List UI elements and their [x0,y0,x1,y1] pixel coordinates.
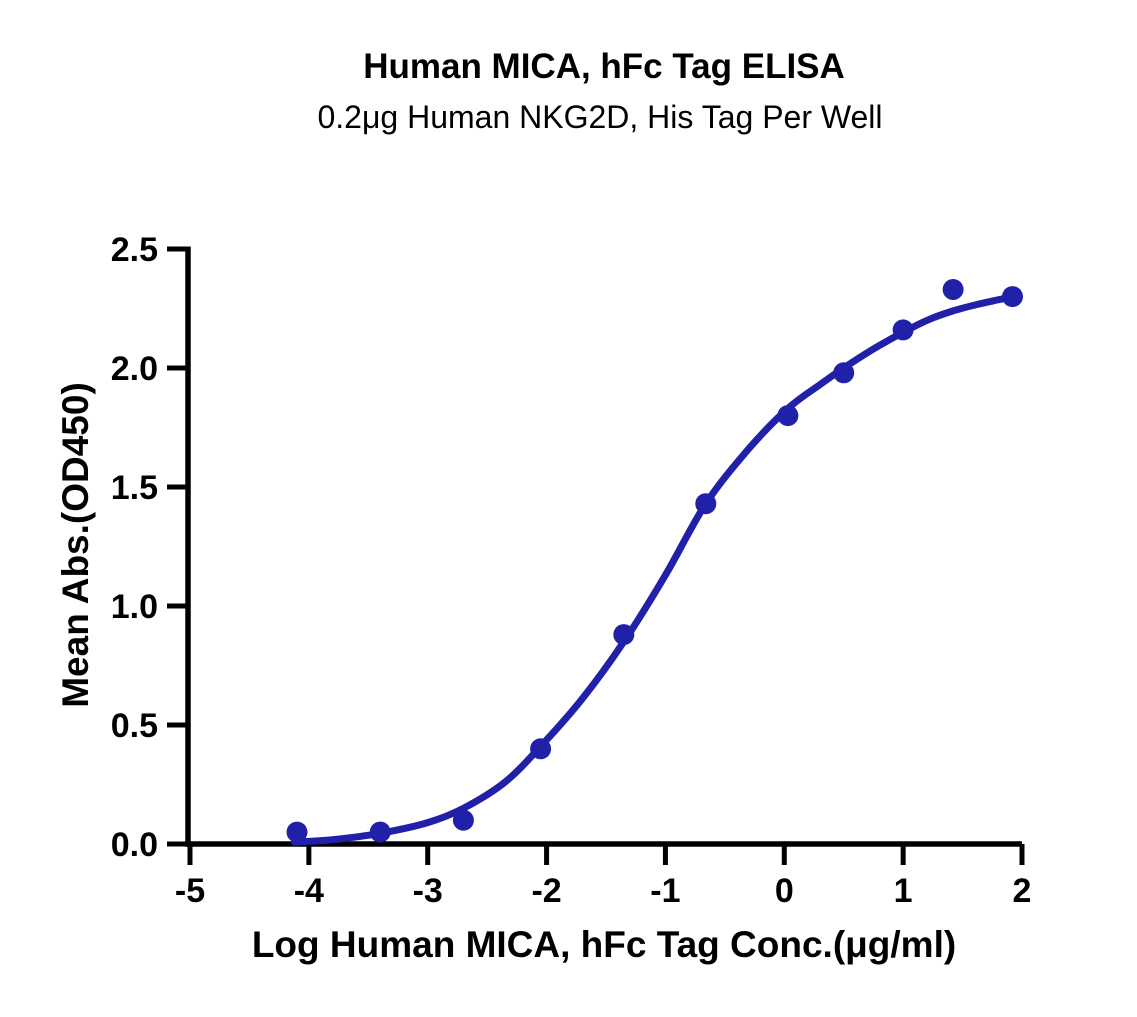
x-tick-label: -2 [531,872,561,910]
y-tick-label: 1.5 [111,469,158,507]
y-tick-label: 1.0 [111,588,158,626]
data-point [833,362,855,384]
data-point [1002,286,1023,308]
y-tick-label: 0.0 [111,826,158,864]
x-tick-label: 2 [1013,872,1032,910]
x-tick-label: 1 [894,872,913,910]
y-axis-title: Mean Abs.(OD450) [55,382,96,708]
data-point [452,809,474,831]
x-tick-label: -4 [294,872,324,910]
data-point [369,821,391,843]
data-point [892,319,914,341]
data-point [695,493,717,515]
data-point [530,738,552,760]
y-tick-label: 2.5 [111,231,158,269]
x-tick-label: -1 [650,872,680,910]
chart-title: Human MICA, hFc Tag ELISA [363,47,845,86]
data-series-layer [286,279,1023,846]
x-axis-title: Log Human MICA, hFc Tag Conc.(μg/ml) [252,924,956,965]
x-tick-label: -5 [175,872,205,910]
x-tick-label: 0 [775,872,794,910]
data-point [613,624,635,646]
y-tick-label: 0.5 [111,707,158,745]
chart-subtitle: 0.2μg Human NKG2D, His Tag Per Well [317,99,882,135]
x-tick-label: -3 [413,872,443,910]
axes-layer: -5 -4 -3 -2 -1 0 1 2 0.0 0.5 1.0 1.5 2.0 2.5 [111,231,1032,910]
data-point [286,821,308,843]
data-point [777,405,799,427]
data-point [942,279,964,300]
fit-curve [291,293,1016,846]
y-tick-label: 2.0 [111,350,158,388]
